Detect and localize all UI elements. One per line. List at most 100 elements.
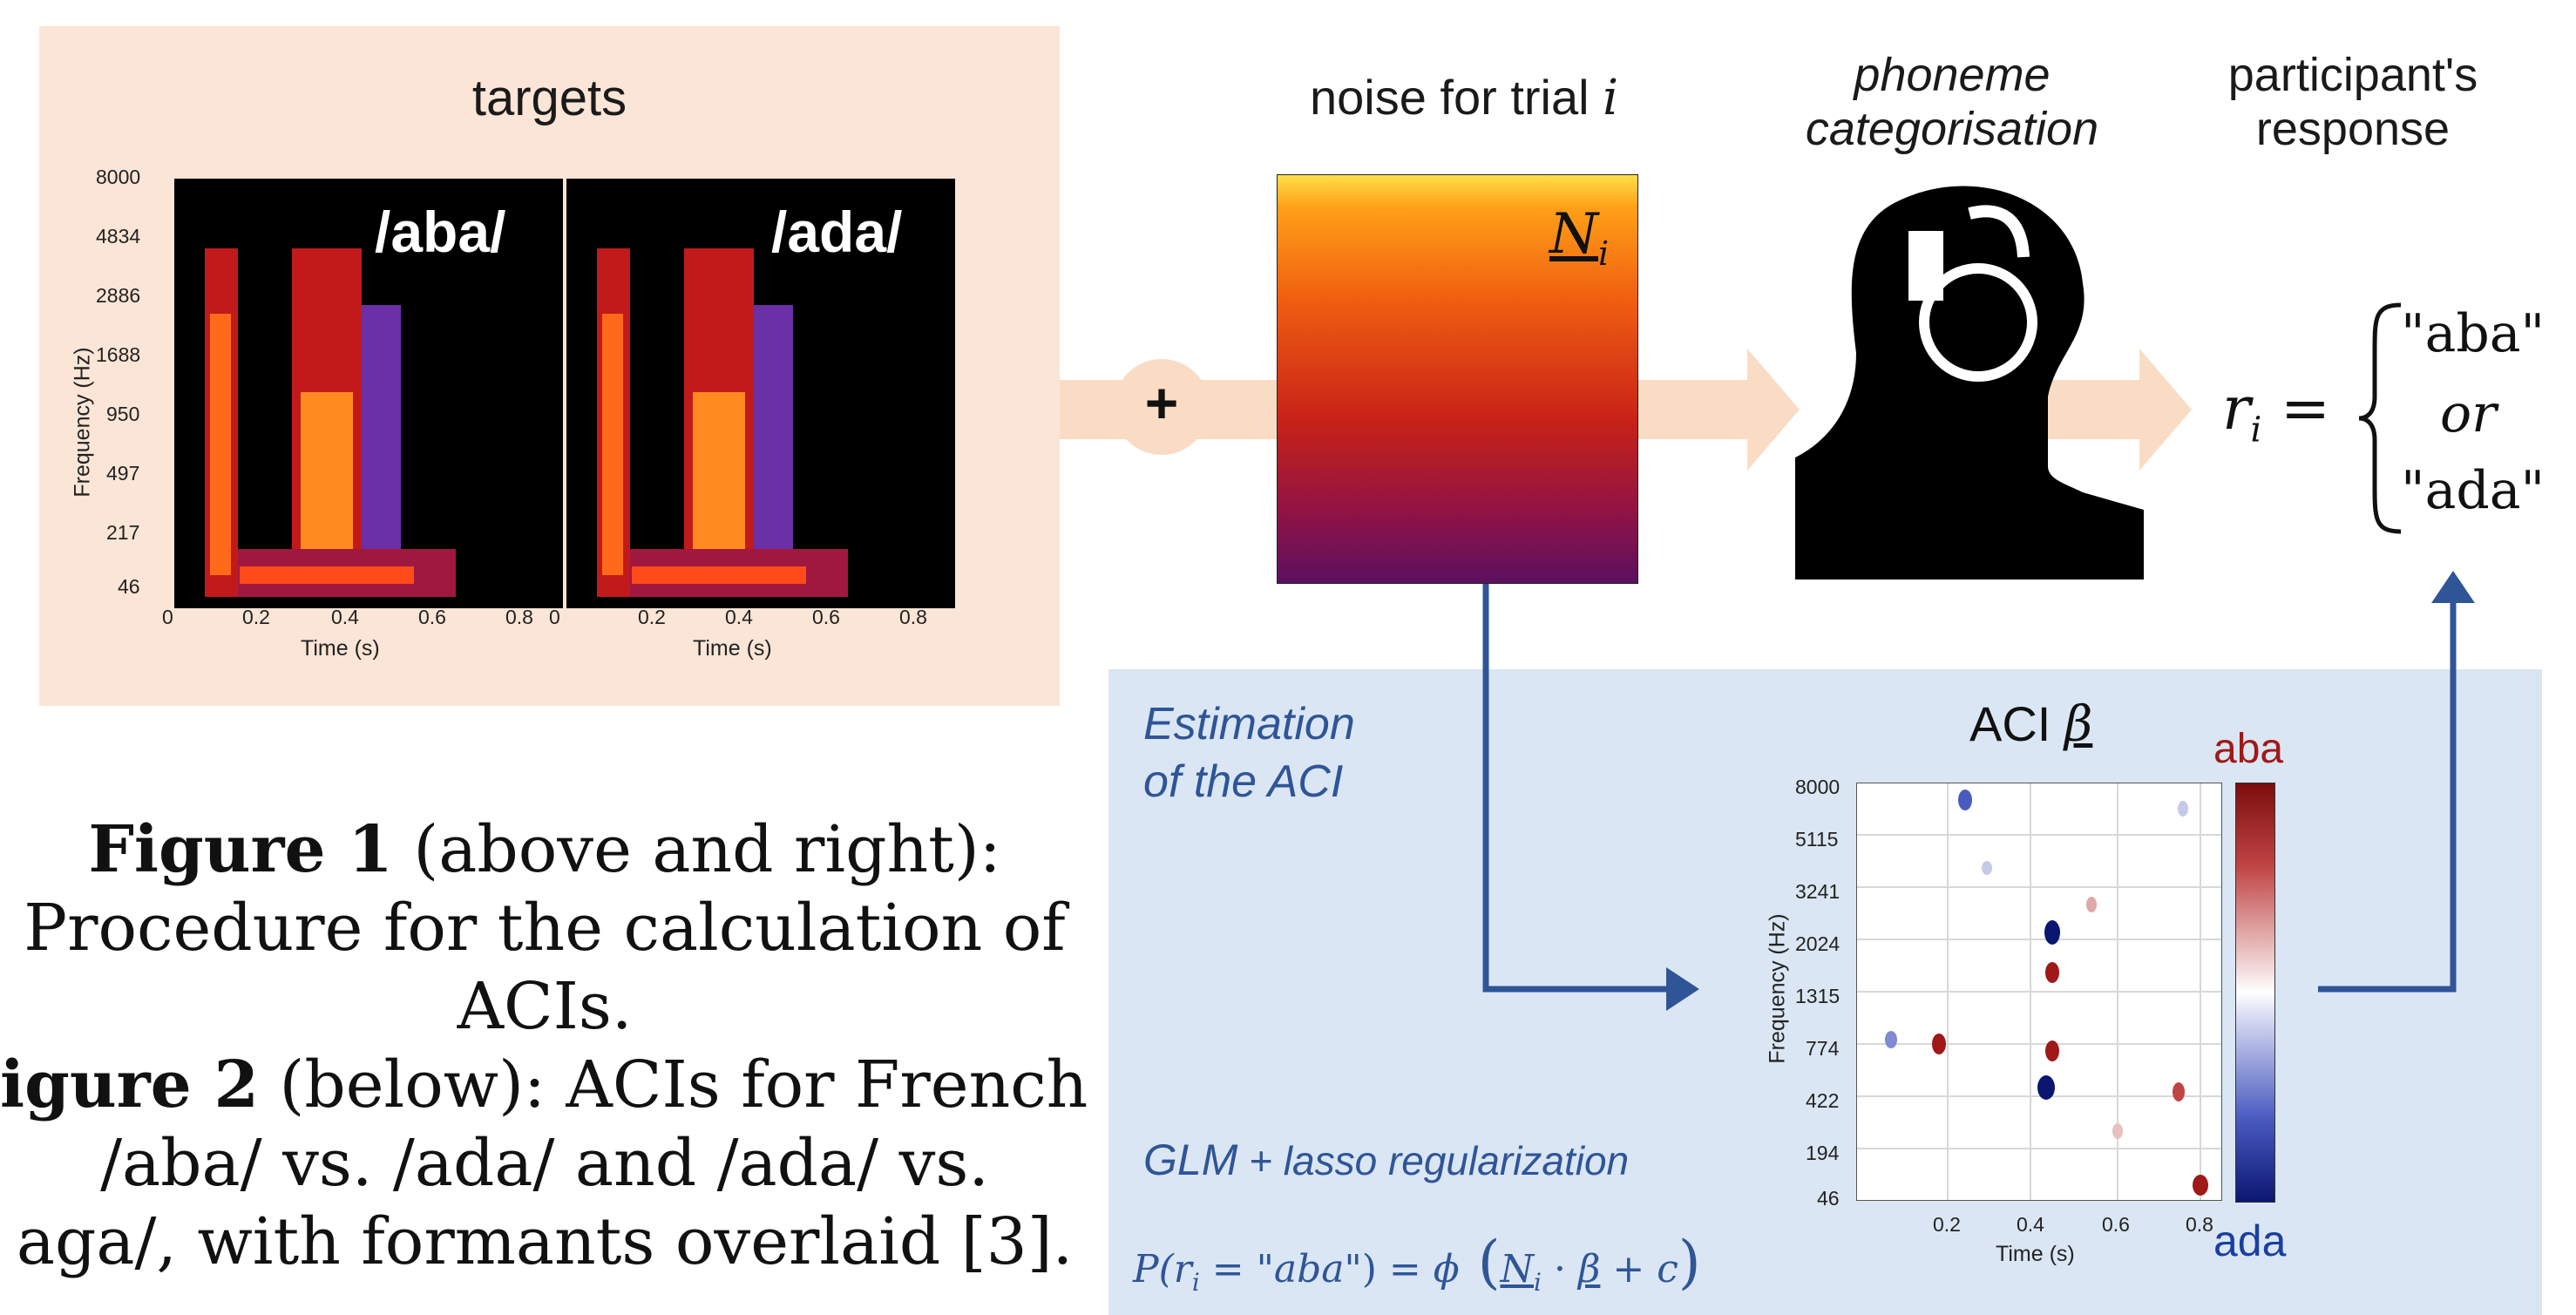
colorbar-bottom-label: ada xyxy=(2213,1217,2287,1265)
aci-spot xyxy=(1982,861,1992,875)
targets-ytick: 1688 xyxy=(96,343,141,366)
caption-fig2-line3: aga/, with formants overlaid [3]. xyxy=(16,1204,1074,1279)
aci-ytick: 8000 xyxy=(1795,776,1840,798)
glm-formula: P(ri = "aba") = ϕ (Ni · β + c) xyxy=(1133,1229,1701,1297)
formula-eq: = " xyxy=(1199,1247,1274,1291)
aci-ytick: 5115 xyxy=(1795,828,1839,851)
formula-phi: ϕ xyxy=(1433,1247,1460,1291)
targets-xtick-right: 0.2 xyxy=(638,606,666,628)
caption-fig1-line1: Figure 1 (above and right): xyxy=(0,810,1089,889)
response-title-line1: participant's xyxy=(2227,49,2478,101)
caption-fig2-text: (below): ACIs for French xyxy=(258,1047,1088,1122)
targets-xtick-right: 0.6 xyxy=(812,606,840,628)
targets-ytick: 950 xyxy=(106,403,140,425)
caption-fig2-line2: /aba/ vs. /ada/ and /ada/ vs. xyxy=(100,1126,989,1201)
targets-ytick: 217 xyxy=(106,521,140,544)
aci-spot xyxy=(1958,790,1972,810)
plus-circle: + xyxy=(1114,359,1210,455)
categorisation-title: phoneme categorisation xyxy=(1778,48,2126,156)
targets-title: targets xyxy=(471,70,627,126)
estimation-title-line1: Estimation xyxy=(1143,699,1355,749)
categorisation-title-line1: phoneme xyxy=(1854,49,2051,101)
glm-label: GLM + lasso regularization xyxy=(1143,1135,1629,1185)
formula-plus-c: + c xyxy=(1600,1247,1678,1291)
aci-ytick: 2024 xyxy=(1795,932,1840,955)
response-case-aba: "aba" xyxy=(2401,303,2545,364)
response-case-or: or xyxy=(2440,383,2497,444)
flow-arrow-2 xyxy=(1638,349,1800,471)
aci-xtick: 0.2 xyxy=(1933,1213,1961,1236)
flow-arrow-3 xyxy=(2030,349,2192,471)
aci-spot xyxy=(2112,1123,2123,1139)
formula-aba: aba xyxy=(1273,1247,1345,1291)
formula-beta: β xyxy=(1577,1247,1601,1291)
aci-ylabel: Frequency (Hz) xyxy=(1765,913,1790,1064)
aci-colorbar xyxy=(2235,783,2275,1203)
targets-ytick: 8000 xyxy=(96,166,141,188)
caption-fig1-bold: Figure 1 xyxy=(88,812,393,887)
targets-xlabel-right: Time (s) xyxy=(693,636,772,661)
noise-matrix-subscript: i xyxy=(1598,234,1610,273)
aci-ytick: 1315 xyxy=(1795,985,1840,1007)
aci-xlabel: Time (s) xyxy=(1996,1242,2075,1266)
targets-xtick-left: 0.4 xyxy=(331,606,359,628)
caption-fig2-bold: igure 2 xyxy=(0,1047,259,1122)
aci-spot xyxy=(2044,920,2060,945)
glm-label-rest: + lasso regularization xyxy=(1237,1138,1630,1183)
targets-ytick: 4834 xyxy=(96,225,141,247)
noise-title: noise for trial i xyxy=(1237,70,1691,126)
targets-xlabel-left: Time (s) xyxy=(301,636,380,661)
targets-spectrograms xyxy=(174,179,955,608)
caption-fig1-text: (above and right): xyxy=(392,812,1001,887)
aci-spot xyxy=(1932,1034,1946,1054)
aci-spot xyxy=(2173,1082,2185,1101)
aci-heatmap xyxy=(1856,783,2222,1201)
response-lhs-subscript: i xyxy=(2250,410,2262,451)
aci-xtick: 0.4 xyxy=(2017,1213,2044,1236)
aci-to-response-arrowhead xyxy=(2431,571,2475,603)
targets-xtick-left: 0.8 xyxy=(505,606,533,628)
noise-matrix-symbol: N xyxy=(1549,202,1598,267)
targets-xtick-left: 0.6 xyxy=(418,606,446,628)
targets-xtick-right: 0.4 xyxy=(725,606,753,628)
glm-label-glm: GLM xyxy=(1143,1135,1238,1184)
noise-to-aci-arrowhead xyxy=(1666,967,1699,1011)
response-equals: = xyxy=(2280,375,2330,444)
aci-xtick: 0.6 xyxy=(2102,1213,2130,1236)
aci-spot xyxy=(2045,1040,2059,1061)
aci-estimation-panel xyxy=(1108,669,2542,1315)
spectrogram-aba xyxy=(174,179,563,608)
caption-fig1-line2: Procedure for the calculation of xyxy=(24,891,1066,966)
noise-title-var: i xyxy=(1603,70,1619,126)
targets-ytick: 497 xyxy=(106,462,140,485)
aci-to-response-arrow xyxy=(2318,593,2457,993)
aci-ytick: 422 xyxy=(1806,1089,1840,1112)
targets-ytick: 2886 xyxy=(96,284,141,307)
estimation-title: Estimation of the ACI xyxy=(1143,695,1355,810)
aci-spot xyxy=(1885,1031,1897,1048)
caption-fig1-line3: ACIs. xyxy=(457,969,633,1044)
aci-spot xyxy=(2178,801,2188,817)
formula-r: r xyxy=(1173,1247,1192,1291)
caption-fig2-line1: igure 2 (below): ACIs for French xyxy=(0,1046,1089,1124)
formula-n: N xyxy=(1500,1247,1535,1291)
response-lhs-symbol: r xyxy=(2222,375,2251,444)
ada-target-label: /ada/ xyxy=(771,200,903,264)
aci-spot xyxy=(2086,897,2097,912)
aci-spot xyxy=(2037,1075,2055,1100)
formula-n-sub: i xyxy=(1534,1267,1542,1297)
response-title: participant's response xyxy=(2161,48,2545,156)
estimation-title-line2: of the ACI xyxy=(1143,756,1344,807)
plus-symbol: + xyxy=(1144,370,1179,435)
categorisation-title-line2: categorisation xyxy=(1805,103,2099,156)
targets-xtick-right: 0 xyxy=(549,606,560,628)
targets-ytick: 46 xyxy=(118,575,140,598)
colorbar-top-label: aba xyxy=(2213,726,2284,772)
aci-title: ACI β xyxy=(1969,695,2092,753)
formula-dot: · xyxy=(1541,1247,1578,1291)
formula-r-sub: i xyxy=(1191,1267,1200,1297)
formula-p: P( xyxy=(1133,1247,1174,1291)
aci-ytick: 194 xyxy=(1806,1142,1840,1164)
aci-ytick: 774 xyxy=(1806,1037,1840,1060)
